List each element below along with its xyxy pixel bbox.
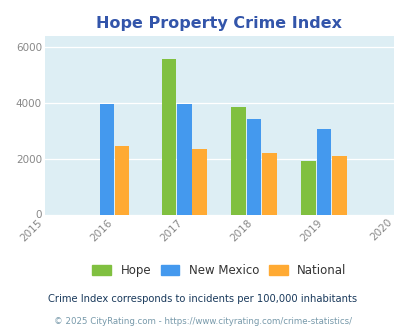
Bar — [316, 129, 330, 214]
Bar — [177, 104, 191, 214]
Bar — [246, 119, 261, 214]
Bar — [161, 59, 176, 214]
Bar — [331, 156, 346, 214]
Legend: Hope, New Mexico, National: Hope, New Mexico, National — [87, 260, 350, 282]
Bar — [115, 146, 129, 214]
Title: Hope Property Crime Index: Hope Property Crime Index — [96, 16, 341, 31]
Text: © 2025 CityRating.com - https://www.cityrating.com/crime-statistics/: © 2025 CityRating.com - https://www.city… — [54, 317, 351, 326]
Bar — [301, 161, 315, 215]
Text: Crime Index corresponds to incidents per 100,000 inhabitants: Crime Index corresponds to incidents per… — [48, 294, 357, 304]
Bar — [231, 107, 245, 214]
Bar — [192, 148, 207, 214]
Bar — [262, 153, 276, 214]
Bar — [99, 104, 114, 214]
